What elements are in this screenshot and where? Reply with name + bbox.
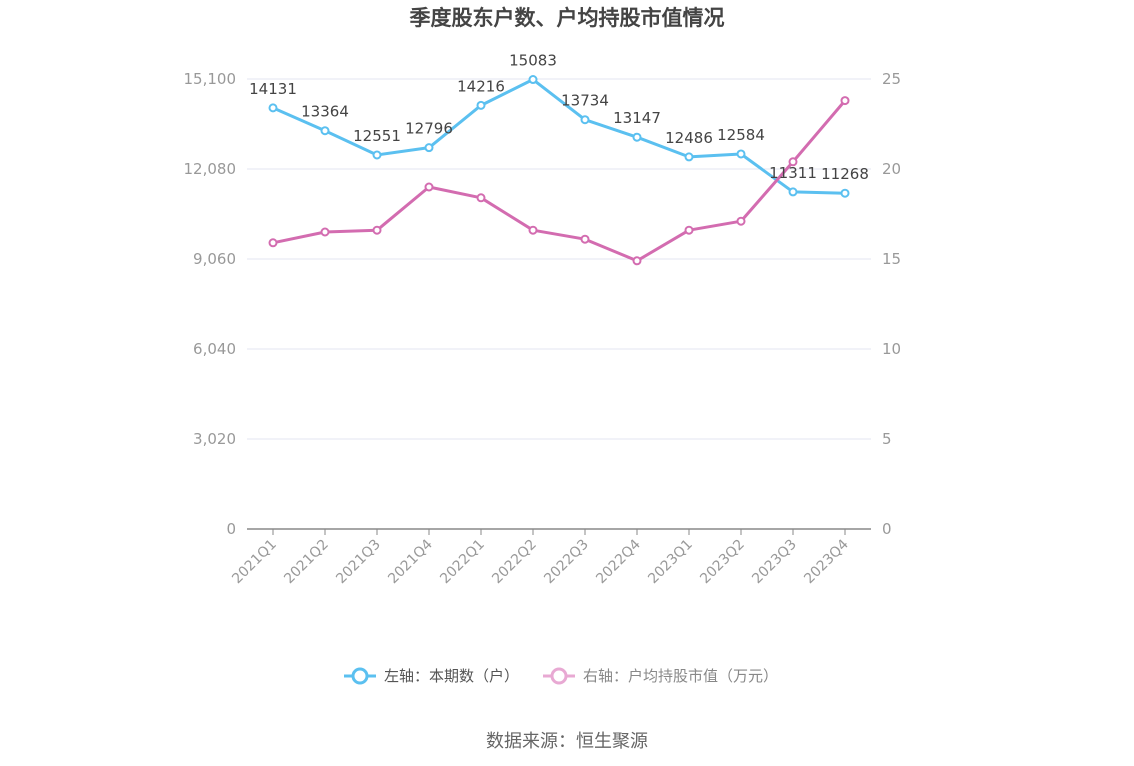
x-tick-label: 2023Q3 [749, 537, 800, 588]
x-tick-label: 2023Q2 [697, 537, 748, 588]
x-tick-label: 2021Q3 [333, 537, 384, 588]
right-tick-label: 25 [882, 70, 901, 88]
series-line-left [272, 78, 846, 195]
series-point-right [580, 234, 590, 244]
data-label: 14216 [457, 77, 505, 95]
source-note: 数据来源：恒生聚源 [486, 731, 648, 752]
left-tick-label: 15,100 [184, 70, 237, 88]
x-tick-label: 2023Q1 [645, 537, 696, 588]
left-tick-label: 12,080 [184, 160, 237, 178]
x-tick-label: 2022Q3 [541, 537, 592, 588]
data-label: 11268 [821, 165, 869, 183]
axes: 0 0 3,020 5 6,040 10 9,060 15 12,080 20 15,100 25 20… [184, 70, 902, 587]
right-tick-label: 20 [882, 160, 901, 178]
series-point-left [684, 152, 694, 162]
right-tick-label: 15 [882, 250, 901, 268]
legend: 左轴：本期数（户） 右轴：户均持股市值（万元） [344, 667, 778, 685]
x-tick-label: 2021Q1 [229, 537, 280, 588]
x-tick-label: 2022Q2 [489, 537, 540, 588]
right-tick-label: 5 [882, 430, 892, 448]
series [268, 75, 850, 266]
data-label: 13364 [301, 103, 349, 121]
series-point-left [372, 150, 382, 160]
right-tick-label: 0 [882, 520, 892, 538]
data-label: 15083 [509, 52, 557, 70]
series-point-left [840, 188, 850, 198]
series-point-right [372, 225, 382, 235]
data-label: 13147 [613, 109, 661, 127]
series-point-right [788, 157, 798, 167]
series-point-right [476, 193, 486, 203]
series-point-right [320, 227, 330, 237]
data-label: 12486 [665, 129, 713, 147]
left-tick-label: 9,060 [193, 250, 236, 268]
data-label: 13734 [561, 92, 609, 110]
series-point-right [528, 225, 538, 235]
grid [247, 78, 871, 440]
data-label: 12551 [353, 127, 401, 145]
legend-item-right[interactable]: 右轴：户均持股市值（万元） [543, 667, 778, 685]
series-point-left [736, 149, 746, 159]
data-label: 11311 [769, 164, 817, 182]
series-point-left [476, 100, 486, 110]
x-tick-label: 2021Q4 [385, 536, 436, 587]
series-point-right [840, 96, 850, 106]
series-point-left [528, 75, 538, 85]
series-point-left [580, 115, 590, 125]
series-point-left [632, 132, 642, 142]
x-tick-label: 2022Q1 [437, 537, 488, 588]
data-label: 12796 [405, 120, 453, 138]
series-point-left [320, 126, 330, 136]
series-line-right [272, 99, 847, 263]
series-point-left [424, 143, 434, 153]
legend-item-left[interactable]: 左轴：本期数（户） [344, 667, 519, 685]
series-point-left [788, 187, 798, 197]
data-label: 12584 [717, 126, 765, 144]
series-point-right [424, 182, 434, 192]
legend-label-left: 左轴：本期数（户） [384, 667, 519, 685]
right-tick-label: 10 [882, 340, 901, 358]
series-point-right [632, 256, 642, 266]
left-tick-label: 3,020 [193, 430, 236, 448]
legend-label-right: 右轴：户均持股市值（万元） [583, 667, 778, 685]
left-tick-label: 6,040 [193, 340, 236, 358]
x-tick-label: 2021Q2 [281, 537, 332, 588]
series-point-right [736, 216, 746, 226]
chart-title: 季度股东户数、户均持股市值情况 [410, 6, 725, 30]
legend-marker-left [351, 667, 369, 685]
x-tick-label: 2023Q4 [801, 536, 852, 587]
series-point-right [268, 238, 278, 248]
series-point-left [268, 103, 278, 113]
legend-marker-right [550, 667, 568, 685]
series-point-right [684, 225, 694, 235]
left-tick-label: 0 [226, 520, 236, 538]
data-label: 14131 [249, 80, 297, 98]
x-tick-label: 2022Q4 [593, 536, 644, 587]
